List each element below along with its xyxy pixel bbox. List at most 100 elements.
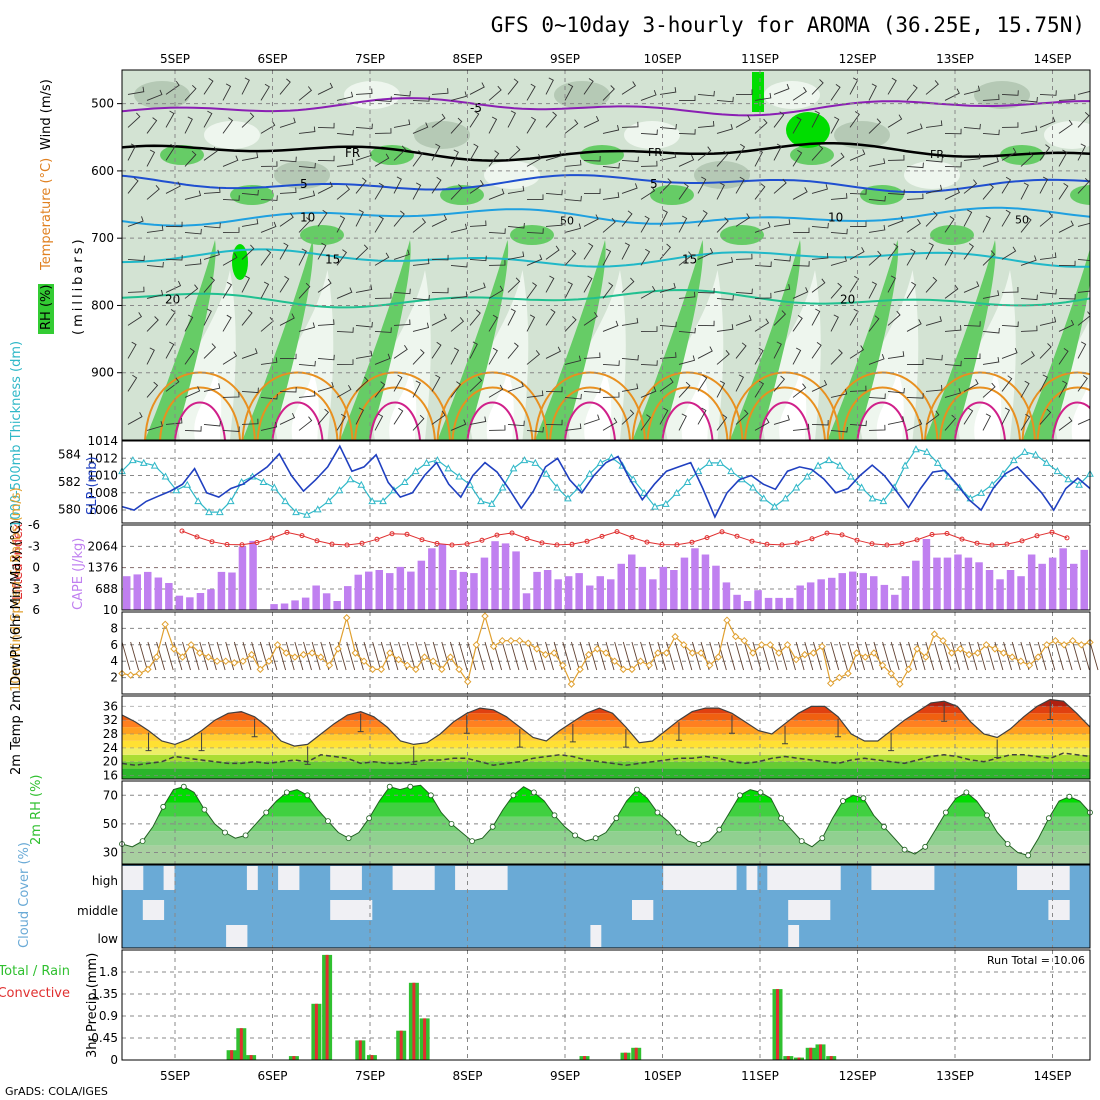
temp-minmax-bar xyxy=(516,729,523,748)
cape-bar xyxy=(922,539,931,610)
wind-barb xyxy=(982,215,991,233)
thickness-point xyxy=(923,447,931,455)
wind-barb xyxy=(488,347,498,365)
wind-barb xyxy=(830,193,848,200)
wind10m-barb xyxy=(156,641,166,671)
wind10m-point xyxy=(498,636,506,645)
wind-barb xyxy=(735,409,749,425)
wind-barb xyxy=(621,210,633,227)
cape-bar xyxy=(670,570,678,610)
rh2m-panel: 30 50 70 2m RH (%) xyxy=(29,774,1093,865)
wind10m-barb xyxy=(510,641,520,671)
contour-label: 5 xyxy=(300,177,308,191)
lifted-index-label: Lifted Index xyxy=(11,523,26,600)
wind-barb xyxy=(241,244,255,260)
wind-barb xyxy=(317,122,335,129)
wind-barb xyxy=(412,349,425,365)
panel-frame xyxy=(121,440,1091,524)
wind10m-barb xyxy=(432,641,442,671)
wind-barb xyxy=(583,188,601,195)
wind10m-barb xyxy=(328,641,338,671)
cape-bar xyxy=(891,594,899,610)
cloud-cell xyxy=(330,866,342,890)
wind-barb xyxy=(203,222,221,229)
wind-barb xyxy=(1058,119,1073,134)
rh2m-point xyxy=(716,826,723,833)
rh2m-point xyxy=(427,792,434,799)
wind-barb xyxy=(887,154,905,161)
cape-bar xyxy=(123,576,131,610)
thickness-point xyxy=(661,499,670,507)
cape-bar xyxy=(985,570,994,610)
lifted-tick-label: 6 xyxy=(32,603,40,617)
wind-barb xyxy=(849,275,860,293)
wind-barb xyxy=(735,89,753,95)
cloud-cell xyxy=(788,866,800,890)
temp-tick-label: 16 xyxy=(103,769,118,783)
cape-bar xyxy=(796,585,804,610)
cloud-cell xyxy=(1058,900,1070,920)
dry-patch xyxy=(177,270,236,440)
wind-barb xyxy=(602,320,619,332)
convective-bar xyxy=(634,1047,638,1060)
wind10m-point xyxy=(697,649,705,657)
wind-barb xyxy=(868,83,877,101)
wind-barbs xyxy=(127,77,1090,433)
wind-barb xyxy=(963,243,974,260)
wind-barb xyxy=(450,317,465,332)
thickness-point xyxy=(531,458,540,466)
wind-barb xyxy=(925,242,934,260)
wind-barb xyxy=(1020,96,1038,103)
wind-barb xyxy=(298,390,316,398)
cloud-cell xyxy=(767,866,779,890)
wind-barb xyxy=(469,376,483,392)
wind-barb xyxy=(488,260,506,266)
wind10m-point xyxy=(1077,641,1086,649)
wind-barb xyxy=(526,314,536,332)
rh-blob xyxy=(204,121,260,149)
wind-barb xyxy=(336,249,348,266)
wind-barb xyxy=(1058,183,1069,200)
cape-bar xyxy=(1070,563,1078,610)
wind-barb xyxy=(336,91,354,101)
wind-barb xyxy=(279,78,291,95)
wind-barb xyxy=(982,327,1000,334)
wind-barb xyxy=(697,176,707,194)
wind10m-point xyxy=(896,680,904,688)
wind10m-barb xyxy=(977,641,987,671)
wind10m-point xyxy=(187,641,195,649)
wind10m-point xyxy=(170,645,178,653)
wind-barb xyxy=(659,377,674,392)
cape-bar xyxy=(943,557,952,610)
temperature-contour xyxy=(122,97,1090,117)
convective-bar xyxy=(325,954,329,1060)
cape-bar xyxy=(722,582,731,610)
wind-barb xyxy=(678,251,693,266)
wind-barb xyxy=(146,289,164,299)
wind-barb xyxy=(944,161,962,168)
wind-barb xyxy=(203,383,221,392)
wind-barb xyxy=(982,382,996,398)
wind-barb xyxy=(336,185,351,200)
wind-barb xyxy=(849,308,859,326)
thickness-point xyxy=(825,456,833,464)
rh-50-label: 50 xyxy=(1015,213,1029,226)
dry-patch xyxy=(762,270,821,440)
precip-panel: 0 0.45 0.9 1.35 1.8 Run Total = 10.06 Total … xyxy=(0,949,1091,1067)
wind-barb xyxy=(659,123,677,130)
thickness-point xyxy=(1075,480,1083,488)
wind-barb xyxy=(526,194,544,200)
rh-blob xyxy=(904,161,960,189)
wind10m-point xyxy=(386,649,394,657)
convective-bar xyxy=(249,1055,253,1060)
wind-barb xyxy=(716,257,734,266)
wind-barb xyxy=(203,77,214,95)
rh2m-point xyxy=(984,812,990,819)
wind10m-point xyxy=(792,655,800,664)
wind-barb xyxy=(526,426,544,433)
cloud-cell xyxy=(246,866,258,890)
wind-barb xyxy=(963,379,979,392)
cloud-cell xyxy=(475,866,487,890)
wind-barb xyxy=(488,116,498,134)
wind-barb xyxy=(241,418,259,425)
